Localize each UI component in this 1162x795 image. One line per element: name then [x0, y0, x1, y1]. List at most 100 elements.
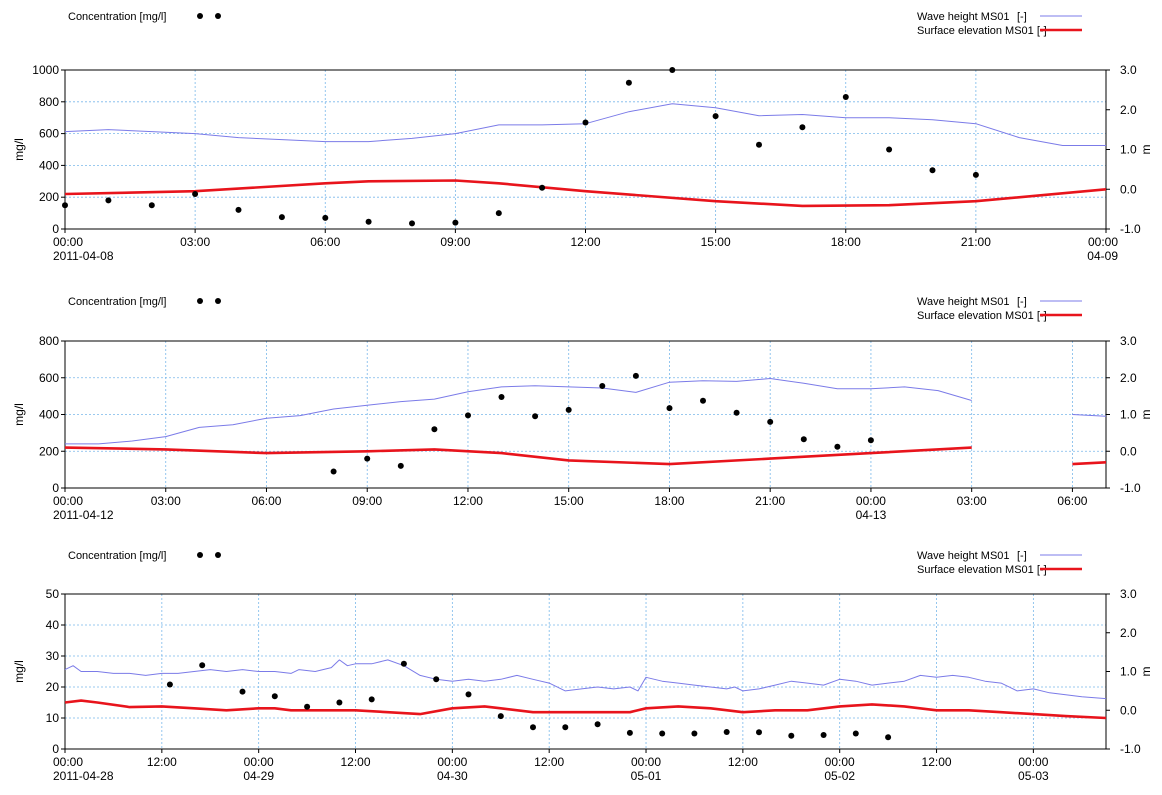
x-date-label: 2011-04-08 — [53, 249, 114, 263]
surface-elevation-line — [64, 699, 1107, 720]
y-tick-label: 800 — [39, 334, 59, 348]
concentration-point — [532, 413, 539, 420]
x-date-label: 04-13 — [856, 508, 887, 522]
concentration-point — [756, 141, 762, 148]
concentration-point — [867, 437, 874, 444]
concentration-point — [582, 119, 589, 126]
concentration-point — [712, 113, 719, 120]
concentration-point — [498, 394, 505, 400]
y2-tick-label: 3.0 — [1120, 63, 1137, 77]
concentration-point — [723, 729, 730, 735]
x-tick-label: 06:00 — [310, 235, 340, 249]
y2-axis-title: m — [1139, 667, 1153, 677]
legend-concentration-label: Concentration [mg/l] — [68, 11, 166, 23]
x-tick-label: 00:00 — [437, 755, 467, 769]
x-tick-label: 03:00 — [957, 494, 987, 508]
concentration-point — [278, 214, 285, 221]
x-tick-label: 12:00 — [570, 235, 600, 249]
legend-point-marker — [197, 298, 203, 304]
x-tick-label: 12:00 — [340, 755, 370, 769]
y2-tick-label: -1.0 — [1120, 222, 1141, 236]
x-date-label: 04-09 — [1087, 249, 1118, 263]
legend-concentration-label: Concentration [mg/l] — [68, 296, 166, 308]
concentration-point — [799, 124, 806, 131]
plot-frame — [64, 69, 1107, 230]
chart-1: 0 200 400 600 800 1000 -1.0 0.0 1.0 2.0 3.0 mg/l m 00… — [12, 11, 1153, 263]
x-tick-label: 12:00 — [534, 755, 564, 769]
concentration-point — [62, 202, 68, 209]
x-tick-label: 00:00 — [53, 235, 83, 249]
concentration-point — [365, 218, 372, 225]
concentration-point — [465, 691, 472, 698]
legend-point-marker — [197, 13, 203, 19]
concentration-point — [497, 713, 504, 720]
concentration-point — [852, 730, 859, 737]
legend-point-marker — [197, 552, 203, 558]
concentration-point — [166, 681, 173, 688]
y2-tick-label: -1.0 — [1120, 742, 1141, 756]
legend-surface-label: Surface elevation MS01 [-] — [917, 25, 1047, 37]
wave-height-line — [1072, 414, 1107, 417]
y-tick-label: 50 — [46, 587, 60, 601]
concentration-point — [700, 397, 706, 404]
concentration-point — [192, 191, 199, 197]
concentration-point — [433, 676, 440, 683]
y-tick-label: 600 — [39, 127, 59, 141]
y-tick-label: 30 — [46, 649, 60, 663]
y-tick-label: 10 — [46, 711, 60, 725]
x-tick-label: 21:00 — [755, 494, 785, 508]
concentration-point — [304, 703, 311, 710]
y2-tick-label: 0.0 — [1120, 182, 1137, 196]
concentration-point — [368, 696, 375, 703]
x-tick-label: 00:00 — [1018, 755, 1048, 769]
surface-elevation-line — [64, 446, 972, 466]
y2-tick-label: 1.0 — [1120, 408, 1137, 422]
concentration-point — [336, 699, 343, 706]
concentration-point — [452, 219, 459, 226]
y-axis-title: mg/l — [12, 138, 26, 161]
concentration-point — [148, 202, 155, 209]
y-tick-label: 400 — [39, 158, 59, 172]
concentration-point — [199, 662, 206, 669]
y2-axis-title: m — [1139, 145, 1153, 155]
plot-frame — [64, 593, 1107, 750]
concentration-point — [626, 729, 633, 736]
concentration-point — [820, 732, 827, 738]
concentration-point — [565, 406, 572, 413]
concentration-point — [495, 210, 502, 217]
concentration-point — [756, 729, 762, 736]
y2-tick-label: 2.0 — [1120, 103, 1137, 117]
y-tick-label: 0 — [52, 481, 59, 495]
legend-wave-label: Wave height MS01 — [917, 11, 1010, 23]
y2-tick-label: 0.0 — [1120, 703, 1137, 717]
legend-point-marker — [215, 298, 221, 304]
concentration-point — [397, 462, 404, 469]
x-date-label: 2011-04-28 — [53, 769, 114, 783]
x-tick-label: 15:00 — [554, 494, 584, 508]
concentration-point — [842, 94, 849, 100]
y-tick-label: 0 — [52, 222, 59, 236]
x-tick-label: 12:00 — [147, 755, 177, 769]
y-axis-title: mg/l — [12, 403, 26, 426]
y-tick-label: 800 — [39, 95, 59, 109]
x-tick-label: 09:00 — [440, 235, 470, 249]
x-tick-label: 00:00 — [856, 494, 886, 508]
concentration-point — [632, 372, 639, 379]
concentration-point — [364, 455, 371, 462]
x-date-label: 04-30 — [437, 769, 468, 783]
legend-point-marker — [215, 552, 221, 558]
y2-tick-label: 1.0 — [1120, 143, 1137, 157]
wave-height-line — [64, 659, 1107, 700]
y-tick-label: 20 — [46, 680, 60, 694]
legend-surface-label: Surface elevation MS01 [-] — [917, 310, 1047, 322]
y2-tick-label: 3.0 — [1120, 334, 1137, 348]
x-date-label: 2011-04-12 — [53, 508, 114, 522]
y2-tick-label: 3.0 — [1120, 587, 1137, 601]
concentration-point — [594, 721, 601, 728]
x-tick-label: 00:00 — [53, 494, 83, 508]
concentration-point — [972, 171, 979, 178]
concentration-point — [929, 167, 936, 174]
legend-surface-label: Surface elevation MS01 [-] — [917, 564, 1047, 576]
